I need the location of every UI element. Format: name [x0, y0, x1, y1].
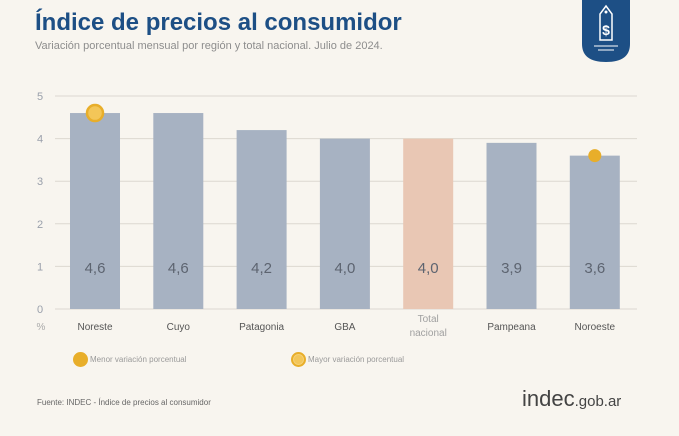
bar	[153, 113, 204, 309]
max-marker-icon	[291, 352, 306, 367]
logo-main: indec	[522, 386, 575, 411]
indec-logo[interactable]: indec.gob.ar	[522, 386, 621, 412]
x-tick-label: Cuyo	[167, 322, 191, 333]
x-tick-label: Total	[418, 314, 439, 325]
bar-value-label: 3,6	[584, 260, 605, 277]
bar-value-label: 4,0	[418, 260, 439, 277]
y-tick-label: 4	[37, 134, 43, 146]
y-axis-unit: %	[37, 322, 46, 333]
price-tag-dollar-icon: $	[582, 0, 630, 62]
legend-min-label: Menor variación porcentual	[90, 355, 187, 364]
source-note: Fuente: INDEC - Índice de precios al con…	[37, 398, 211, 407]
bar-value-label: 4,6	[85, 260, 106, 277]
bar	[486, 142, 537, 309]
x-tick-label: nacional	[410, 328, 447, 339]
x-tick-label: Pampeana	[487, 322, 536, 333]
bar	[569, 155, 620, 309]
y-tick-label: 3	[37, 176, 43, 188]
legend-max: Mayor variación porcentual	[291, 352, 404, 367]
max-marker	[85, 103, 105, 123]
x-tick-label: GBA	[334, 322, 355, 333]
bar-value-label: 3,9	[501, 260, 522, 277]
x-tick-label: Noroeste	[575, 322, 616, 333]
min-marker-icon	[73, 352, 88, 367]
min-marker	[588, 149, 602, 163]
svg-text:$: $	[602, 22, 610, 38]
bar	[70, 113, 120, 309]
bar	[236, 130, 287, 309]
y-tick-label: 0	[37, 304, 43, 316]
bar-value-label: 4,2	[251, 260, 272, 277]
logo-domain: .gob.ar	[574, 393, 622, 410]
y-tick-label: 1	[37, 261, 43, 273]
legend-max-label: Mayor variación porcentual	[308, 355, 405, 364]
y-tick-label: 5	[37, 91, 43, 103]
page-title: Índice de precios al consumidor	[35, 9, 402, 36]
page-subtitle: Variación porcentual mensual por región …	[35, 40, 383, 52]
bar	[319, 138, 370, 309]
bar-value-label: 4,6	[168, 260, 189, 277]
legend-min: Menor variación porcentual	[73, 352, 187, 367]
x-tick-label: Patagonia	[239, 322, 284, 333]
bar-value-label: 4,0	[334, 260, 355, 277]
y-tick-label: 2	[37, 219, 43, 231]
bar	[403, 138, 454, 309]
x-tick-label: Noreste	[77, 322, 112, 333]
